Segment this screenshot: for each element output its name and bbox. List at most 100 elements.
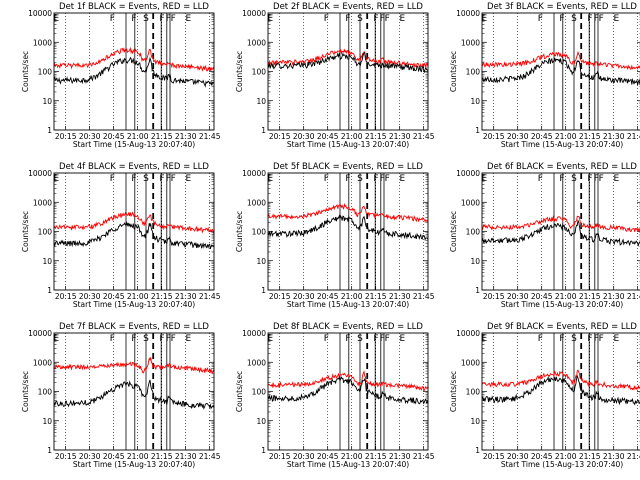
lld-series-line (481, 215, 640, 233)
events-series-line (481, 57, 640, 86)
event-label: F (171, 14, 176, 24)
lld-series-line (267, 202, 429, 223)
event-label: F (345, 334, 350, 344)
event-label: E (400, 334, 406, 344)
event-label: E (482, 174, 488, 184)
x-tick-label: 21:45 (199, 452, 221, 461)
x-tick-label: 20:30 (293, 452, 315, 461)
panel-title: Det 2f BLACK = Events, RED = LLD (273, 2, 423, 12)
x-tick-label: 20:15 (55, 132, 77, 141)
lld-series-line (53, 46, 215, 72)
x-tick-label: 20:15 (483, 452, 505, 461)
event-label: F (559, 334, 564, 344)
y-axis-label: Counts/sec (235, 371, 244, 412)
x-tick-label: 20:45 (103, 292, 125, 301)
y-tick-label: 10000 (242, 329, 266, 338)
event-label: S (143, 14, 149, 24)
y-tick-label: 10000 (456, 9, 480, 18)
x-axis-label: Start Time (15-Aug-13 20:07:40) (287, 140, 409, 149)
event-label: E (482, 14, 488, 24)
x-axis-label: Start Time (15-Aug-13 20:07:40) (501, 300, 623, 309)
event-label: F (385, 334, 390, 344)
plot-frame (53, 332, 215, 451)
y-tick-label: 1 (261, 286, 266, 295)
event-label: F (538, 174, 543, 184)
event-label: F (171, 334, 176, 344)
x-tick-label: 21:30 (389, 132, 411, 141)
event-label: F (159, 174, 164, 184)
x-tick-label: 20:45 (317, 132, 339, 141)
y-tick-label: 100 (38, 228, 53, 237)
plot-frame (267, 172, 429, 291)
y-tick-label: 100 (466, 228, 481, 237)
y-axis-label: Counts/sec (21, 211, 30, 252)
x-tick-label: 21:15 (151, 452, 173, 461)
x-tick-label: 20:15 (55, 452, 77, 461)
event-label: S (571, 334, 577, 344)
x-axis-label: Start Time (15-Aug-13 20:07:40) (501, 140, 623, 149)
y-tick-label: 1000 (247, 198, 266, 207)
event-label: E (186, 174, 192, 184)
x-tick-label: 21:45 (627, 132, 640, 141)
lld-series-line (481, 50, 640, 70)
x-tick-label: 20:15 (269, 292, 291, 301)
panel-title: Det 4f BLACK = Events, RED = LLD (59, 162, 209, 172)
y-axis-label: Counts/sec (235, 211, 244, 252)
y-tick-label: 10000 (28, 9, 52, 18)
event-label: S (357, 334, 363, 344)
x-tick-label: 20:15 (269, 452, 291, 461)
event-label: E (400, 14, 406, 24)
x-tick-label: 20:45 (317, 292, 339, 301)
event-label: F (559, 14, 564, 24)
lld-series-line (267, 370, 429, 392)
event-label: F (587, 334, 592, 344)
x-axis-label: Start Time (15-Aug-13 20:07:40) (73, 140, 195, 149)
x-tick-label: 20:30 (293, 292, 315, 301)
y-tick-label: 1 (47, 446, 52, 455)
event-label: F (380, 334, 385, 344)
x-tick-label: 20:15 (483, 292, 505, 301)
x-tick-label: 21:15 (579, 452, 601, 461)
x-tick-label: 21:00 (341, 292, 363, 301)
event-label: F (538, 334, 543, 344)
plot-frame (267, 332, 429, 451)
y-tick-label: 100 (38, 388, 53, 397)
event-label: F (380, 14, 385, 24)
event-label: F (380, 174, 385, 184)
plot-frame (481, 172, 640, 291)
event-label: F (587, 14, 592, 24)
x-tick-label: 21:45 (199, 132, 221, 141)
x-tick-label: 21:00 (127, 452, 149, 461)
x-tick-label: 20:45 (531, 132, 553, 141)
event-label: E (268, 174, 274, 184)
y-tick-label: 100 (252, 68, 267, 77)
lld-series-line (53, 211, 215, 234)
event-label: E (268, 14, 274, 24)
x-axis-label: Start Time (15-Aug-13 20:07:40) (73, 460, 195, 469)
x-tick-label: 20:15 (269, 132, 291, 141)
y-tick-label: 100 (466, 68, 481, 77)
y-tick-label: 1 (261, 446, 266, 455)
y-tick-label: 10 (42, 417, 52, 426)
event-label: S (357, 174, 363, 184)
x-tick-label: 21:15 (365, 292, 387, 301)
x-tick-label: 21:15 (365, 452, 387, 461)
event-label: F (166, 174, 171, 184)
event-label: F (159, 334, 164, 344)
events-series-line (481, 219, 640, 247)
events-series-line (53, 379, 215, 410)
x-tick-label: 21:45 (413, 132, 435, 141)
x-tick-label: 20:30 (79, 292, 101, 301)
lld-series-line (53, 357, 215, 374)
panel-title: Det 6f BLACK = Events, RED = LLD (487, 162, 637, 172)
